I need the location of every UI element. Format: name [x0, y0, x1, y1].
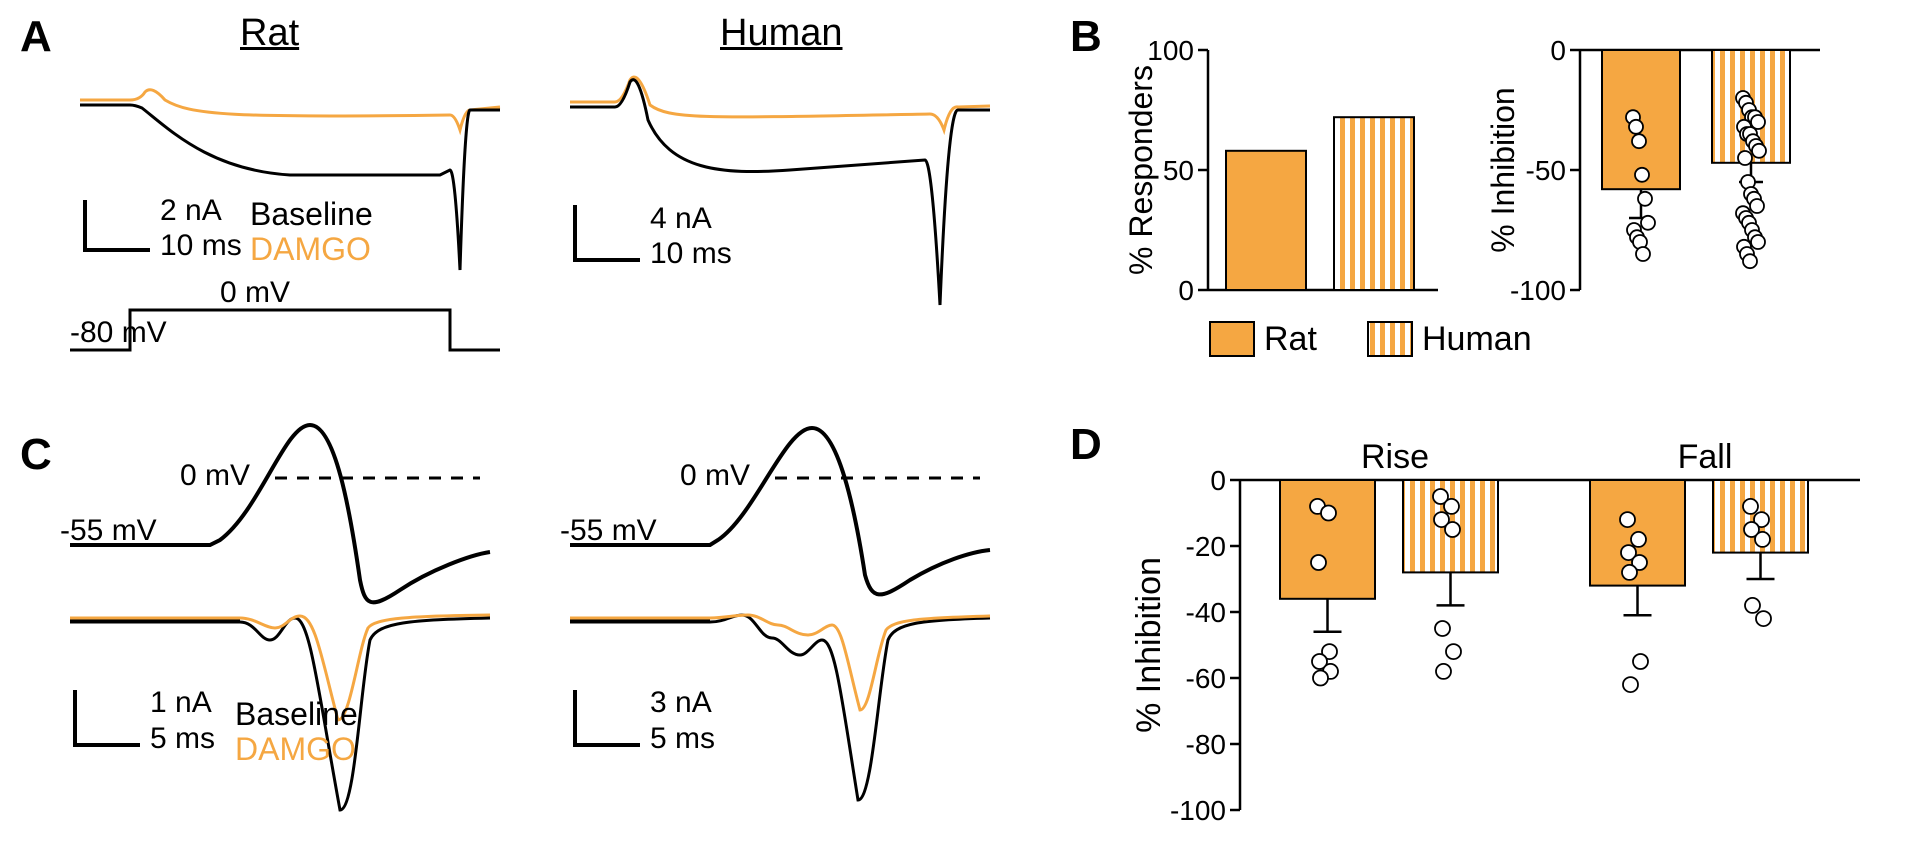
panel-c-human: 0 mV -55 mV 3 nA 5 ms: [560, 440, 1040, 830]
panel-b-inhibition: 0-50-100% Inhibition: [1490, 30, 1850, 310]
svg-text:-50: -50: [1526, 155, 1566, 186]
neg55-mv: -55 mV: [60, 514, 157, 547]
svg-text:100: 100: [1147, 35, 1194, 66]
scale-x: 5 ms: [150, 722, 215, 755]
scale-y: 2 nA: [160, 194, 222, 227]
svg-text:% Responders: % Responders: [1123, 65, 1159, 275]
svg-text:50: 50: [1163, 155, 1194, 186]
panel-label-c: C: [20, 430, 52, 480]
zero-mv-c: 0 mV: [180, 459, 250, 492]
svg-text:Rat: Rat: [1264, 320, 1317, 358]
figure: A B C D Rat Human 2 nA 10 ms Baseline DA…: [0, 0, 1920, 844]
scale-x: 10 ms: [650, 237, 732, 270]
baseline-label: Baseline: [250, 196, 373, 232]
zero-mv: 0 mV: [220, 276, 290, 309]
panel-label-a: A: [20, 12, 52, 62]
neg80-mv: -80 mV: [70, 316, 167, 349]
scale-y: 3 nA: [650, 686, 712, 719]
panel-b-legend: Rat Human: [1210, 312, 1630, 372]
scale-x: 5 ms: [650, 722, 715, 755]
svg-text:-60: -60: [1186, 663, 1226, 694]
svg-text:Rise: Rise: [1361, 438, 1429, 476]
svg-text:0: 0: [1178, 275, 1194, 306]
svg-text:% Inhibition: % Inhibition: [1485, 87, 1521, 252]
panel-label-d: D: [1070, 420, 1102, 470]
svg-text:% Inhibition: % Inhibition: [1130, 557, 1168, 733]
svg-text:Human: Human: [1422, 320, 1532, 358]
baseline-label: Baseline: [235, 696, 358, 732]
svg-text:-40: -40: [1186, 597, 1226, 628]
rat-title: Rat: [240, 12, 299, 55]
svg-text:-100: -100: [1170, 795, 1226, 826]
svg-text:-100: -100: [1510, 275, 1566, 306]
scale-y: 1 nA: [150, 686, 212, 719]
panel-a-stimulus: 0 mV -80 mV: [70, 280, 510, 370]
panel-d: 0 -20 -40 -60 -80 -100 % Inhibition Rise Fall: [1130, 430, 1890, 840]
svg-text:0: 0: [1550, 35, 1566, 66]
scale-y: 4 nA: [650, 202, 712, 235]
panel-c-rat: 0 mV -55 mV 1 nA 5 ms Baseline DAMGO: [60, 440, 540, 830]
panel-a-human-trace: 4 nA 10 ms: [560, 60, 1000, 320]
panel-label-b: B: [1070, 12, 1102, 62]
damgo-label: DAMGO: [250, 231, 371, 267]
panel-b-responders: 050100% Responders: [1130, 30, 1460, 310]
svg-text:0: 0: [1210, 465, 1226, 496]
svg-text:-20: -20: [1186, 531, 1226, 562]
scale-x: 10 ms: [160, 229, 242, 262]
zero-mv-c: 0 mV: [680, 459, 750, 492]
neg55-mv: -55 mV: [560, 514, 657, 547]
svg-text:Fall: Fall: [1678, 438, 1733, 476]
human-title: Human: [720, 12, 843, 55]
damgo-label: DAMGO: [235, 731, 356, 767]
svg-text:-80: -80: [1186, 729, 1226, 760]
